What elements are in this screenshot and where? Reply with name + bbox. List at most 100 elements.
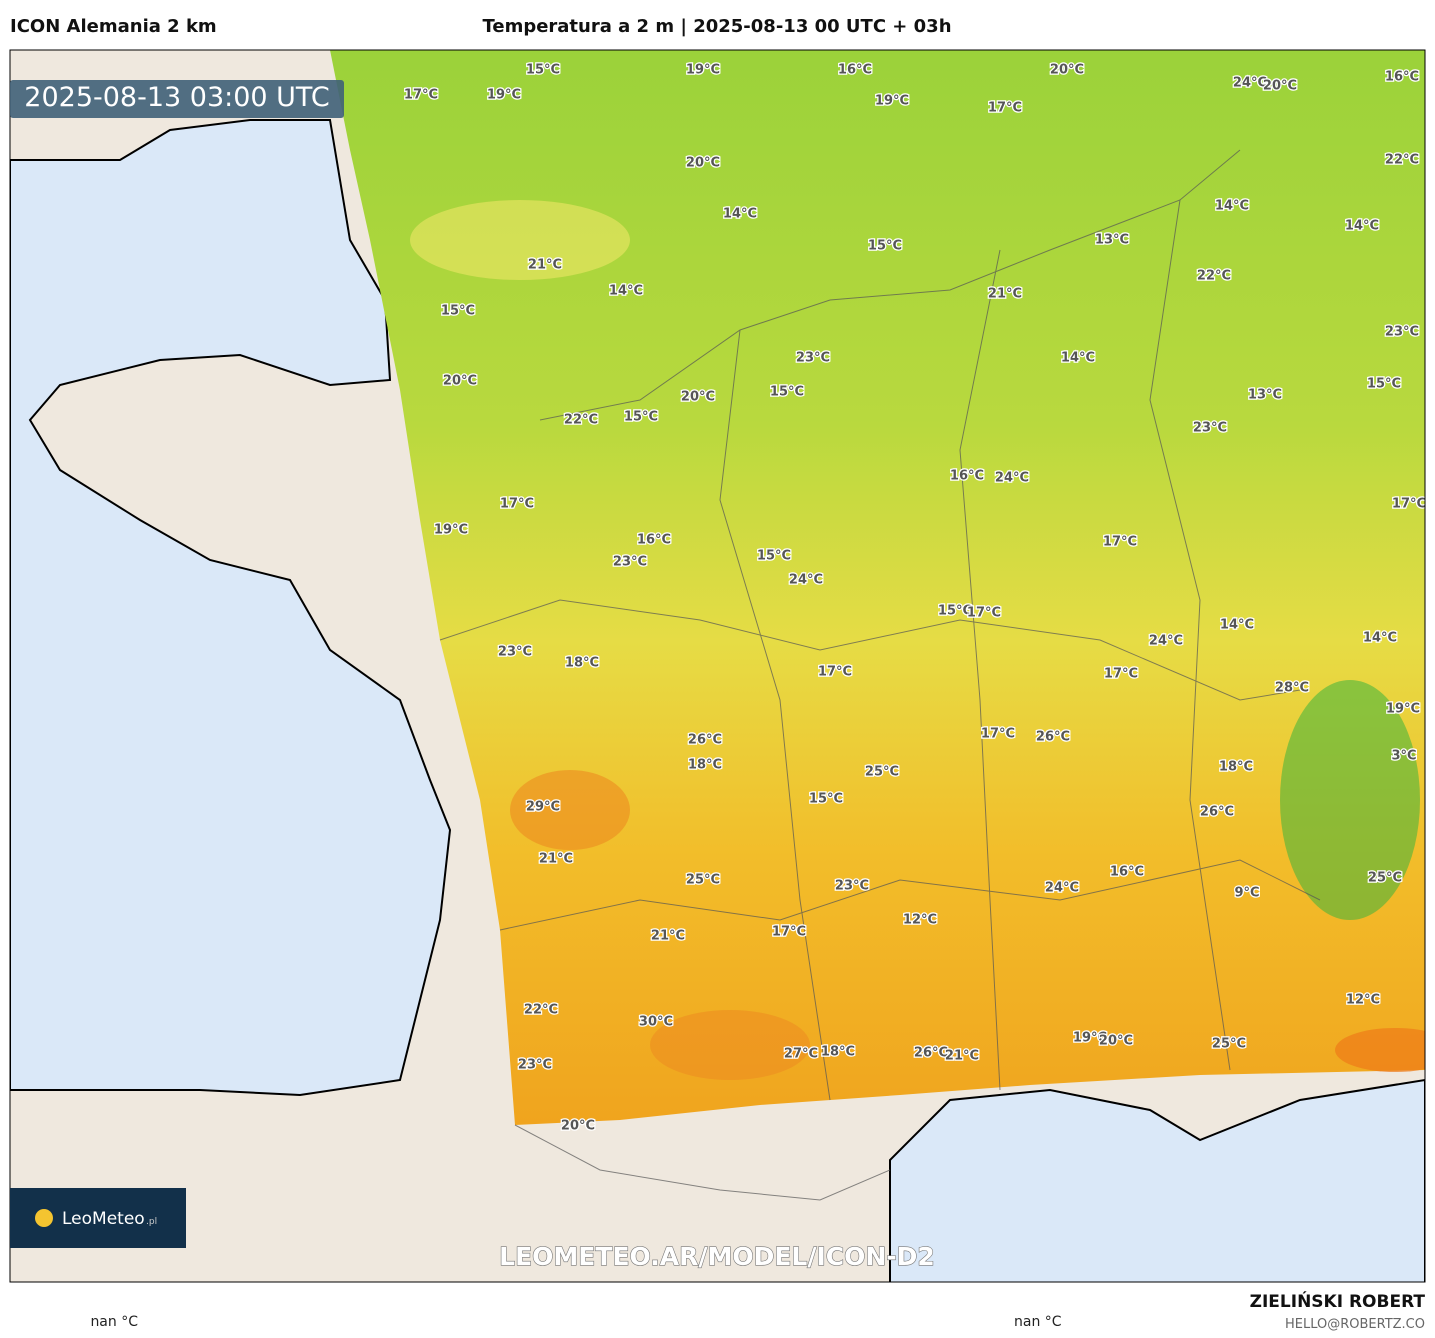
warm-area — [650, 1010, 810, 1080]
temperature-label: 23°C — [1193, 421, 1227, 436]
border — [514, 1124, 891, 1201]
timestamp: 2025-08-13 03:00 UTC — [24, 82, 329, 113]
warm-area — [1335, 1028, 1425, 1072]
colorbar-max-label: nan °C — [1014, 1314, 1062, 1330]
temperature-label: 19°C — [487, 88, 521, 103]
temperature-label: 14°C — [1345, 219, 1379, 234]
temperature-label: 17°C — [404, 88, 438, 103]
temperature-label: 15°C — [1367, 377, 1401, 392]
temperature-label: 30°C — [639, 1015, 673, 1030]
temperature-label: 14°C — [1215, 199, 1249, 214]
temperature-label: 25°C — [1368, 871, 1402, 886]
map-frame — [9, 49, 1426, 1283]
temperature-label: 24°C — [1045, 881, 1079, 896]
watermark: LEOMETEO.AR/MODEL/ICON-D2 — [499, 1242, 935, 1271]
temperature-label: 21°C — [988, 287, 1022, 302]
temperature-label: 14°C — [609, 284, 643, 299]
colorbar-min-label: nan °C — [90, 1314, 138, 1330]
temperature-label: 15°C — [441, 304, 475, 319]
temperature-label: 3°C — [1391, 749, 1416, 764]
temperature-label: 23°C — [498, 645, 532, 660]
logo-brand: LeoMeteo — [62, 1209, 145, 1229]
temperature-label: 20°C — [681, 390, 715, 405]
borders — [439, 149, 1321, 1201]
author: ZIELIŃSKI ROBERT — [1250, 1290, 1426, 1312]
temperature-label: 14°C — [1363, 631, 1397, 646]
temperature-label: 22°C — [1385, 153, 1419, 168]
temperature-label: 14°C — [1061, 351, 1095, 366]
temperature-label: 20°C — [443, 374, 477, 389]
map-title: Temperatura a 2 m | 2025-08-13 00 UTC + … — [482, 16, 951, 37]
temperature-label: 21°C — [539, 852, 573, 867]
temperature-label: 15°C — [526, 63, 560, 78]
temperature-label: 20°C — [561, 1119, 595, 1134]
temperature-label: 14°C — [723, 207, 757, 222]
temperature-label: 23°C — [835, 879, 869, 894]
temperature-label: 17°C — [988, 101, 1022, 116]
temperature-label: 22°C — [564, 413, 598, 428]
temperature-label: 13°C — [1248, 388, 1282, 403]
temperature-label: 12°C — [1346, 993, 1380, 1008]
temperature-field — [330, 50, 1425, 1125]
temperature-label: 23°C — [518, 1058, 552, 1073]
logo-sun — [35, 1209, 53, 1227]
temperature-label: 19°C — [875, 94, 909, 109]
temperature-label: 17°C — [500, 497, 534, 512]
border — [499, 859, 1321, 931]
temperature-label: 21°C — [945, 1049, 979, 1064]
warm-area — [510, 770, 630, 850]
map: 15°C 19°C 16°C 20°C 24°C 20°C 16°C 17°C 19°C 19°C… — [10, 50, 1426, 1282]
temperature-label: 26°C — [688, 733, 722, 748]
temperature-label: 18°C — [821, 1045, 855, 1060]
temperature-label: 15°C — [938, 604, 972, 619]
temperature-label: 23°C — [1385, 325, 1419, 340]
temperature-label: 19°C — [686, 63, 720, 78]
border — [1149, 199, 1231, 1071]
temperature-label: 15°C — [809, 792, 843, 807]
mediterranean — [889, 1078, 1425, 1282]
temperature-label: 17°C — [1104, 667, 1138, 682]
temperature-label: 22°C — [1197, 269, 1231, 284]
temperature-label: 20°C — [1263, 79, 1297, 94]
temperature-label: 16°C — [1385, 70, 1419, 85]
temperature-label: 17°C — [1392, 497, 1426, 512]
temperature-label: 28°C — [1275, 681, 1309, 696]
channel-warm — [410, 200, 630, 280]
temperature-label: 19°C — [1073, 1031, 1107, 1046]
temperature-label: 16°C — [1110, 865, 1144, 880]
temperature-label: 13°C — [1095, 233, 1129, 248]
temperature-label: 18°C — [565, 656, 599, 671]
model-name: ICON Alemania 2 km — [10, 16, 217, 37]
border — [539, 149, 1241, 421]
temperature-label: 25°C — [686, 873, 720, 888]
temperature-label: 26°C — [1200, 805, 1234, 820]
temperature-label: 14°C — [1220, 618, 1254, 633]
temperature-label: 9°C — [1234, 886, 1259, 901]
temperature-label: 19°C — [1386, 702, 1420, 717]
temperature-label: 24°C — [995, 471, 1029, 486]
temperature-label: 17°C — [981, 727, 1015, 742]
temperature-label: 12°C — [903, 913, 937, 928]
temperature-label: 21°C — [651, 929, 685, 944]
temperature-label: 15°C — [770, 385, 804, 400]
temperature-label: 23°C — [796, 351, 830, 366]
temperature-label: 16°C — [637, 533, 671, 548]
timestamp-box — [10, 80, 344, 118]
temperature-label: 17°C — [1103, 535, 1137, 550]
logo-domain: .pl — [146, 1217, 157, 1227]
temperature-label: 17°C — [772, 925, 806, 940]
border — [719, 329, 831, 1101]
temperature-label: 19°C — [434, 523, 468, 538]
border — [959, 249, 1001, 1091]
temperature-label: 17°C — [818, 665, 852, 680]
temperature-label: 18°C — [688, 758, 722, 773]
temperature-label: 15°C — [624, 410, 658, 425]
temperature-label: 16°C — [950, 469, 984, 484]
temperature-label: 27°C — [784, 1047, 818, 1062]
temperature-label: 26°C — [914, 1046, 948, 1061]
border — [439, 599, 1301, 701]
atlantic — [10, 119, 452, 1097]
temperature-label: 15°C — [868, 239, 902, 254]
temperature-label: 22°C — [524, 1003, 558, 1018]
